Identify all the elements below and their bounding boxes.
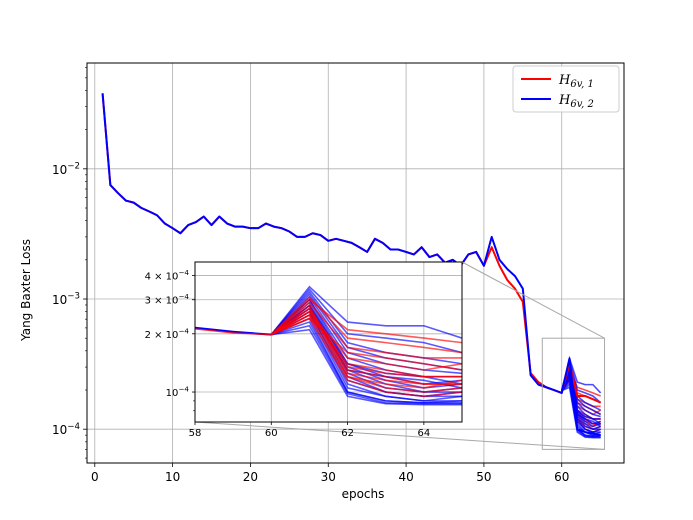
x-tick-label: 10 — [165, 470, 180, 484]
ensemble-line — [271, 321, 462, 404]
ensemble-line — [270, 295, 462, 354]
ensemble-line — [271, 324, 462, 405]
x-tick-label: 20 — [243, 470, 258, 484]
legend-box — [512, 65, 620, 113]
inset-y-tick-label: 3 × 10−4 — [145, 292, 190, 307]
legend-label-h2: H6v, 2 — [558, 93, 594, 110]
ensemble-line — [270, 313, 462, 393]
ensemble-line — [270, 301, 462, 359]
inset-series — [195, 285, 462, 406]
x-tick-label: 40 — [398, 470, 413, 484]
zoom-connector — [194, 421, 605, 450]
inset-x-tick-label: 60 — [265, 428, 278, 439]
inset-y-tick-label: 2 × 10−4 — [145, 326, 190, 341]
inset-y-tick-label: 4 × 10−4 — [145, 268, 190, 283]
zoom-indicator — [194, 261, 606, 450]
main-plot-frame — [86, 62, 625, 464]
inset-x-tick-label: 58 — [189, 428, 202, 439]
main-ticks: 0 10 20 30 40 50 60 10−2 10−3 10−4 — [52, 67, 569, 484]
ensemble-line — [270, 287, 462, 354]
x-tick-label: 50 — [476, 470, 491, 484]
inset-frame — [194, 261, 463, 423]
ensemble-line — [561, 375, 601, 436]
main-series — [101, 93, 602, 439]
x-tick-label: 0 — [91, 470, 99, 484]
zoom-connector — [461, 261, 605, 339]
y-tick-label: 10−3 — [52, 292, 80, 307]
y-tick-label: 10−4 — [52, 422, 80, 437]
zoom-rectangle — [541, 337, 606, 450]
x-tick-label: 60 — [554, 470, 569, 484]
ensemble-line — [270, 310, 462, 371]
inset-y-tick-label: 10−4 — [166, 385, 190, 400]
inset-plot: 58 60 62 64 4 × 10−4 3 × 10−4 2 × 10−4 10−4 — [145, 261, 463, 439]
ensemble-line — [270, 304, 462, 385]
inset-start-line-h1 — [195, 328, 272, 336]
inset-x-tick-label: 64 — [417, 428, 430, 439]
ensemble-line — [561, 386, 601, 439]
y-axis-label: Yang Baxter Loss — [19, 239, 33, 342]
ensemble-line — [270, 285, 462, 339]
inset-x-tick-label: 62 — [341, 428, 354, 439]
ensemble-line — [271, 328, 462, 406]
ensemble-line — [561, 370, 602, 428]
x-axis-label: epochs — [342, 487, 385, 501]
ensemble-line — [270, 290, 462, 365]
ensemble-line — [270, 317, 462, 398]
x-tick-label: 30 — [321, 470, 336, 484]
ensemble-line — [270, 298, 462, 344]
legend: H6v, 1 H6v, 2 — [512, 65, 620, 113]
legend-label-h1: H6v, 1 — [558, 73, 594, 90]
y-tick-label: 10−2 — [52, 161, 80, 176]
series-line-h2 — [101, 93, 601, 437]
ensemble-line — [270, 307, 462, 378]
